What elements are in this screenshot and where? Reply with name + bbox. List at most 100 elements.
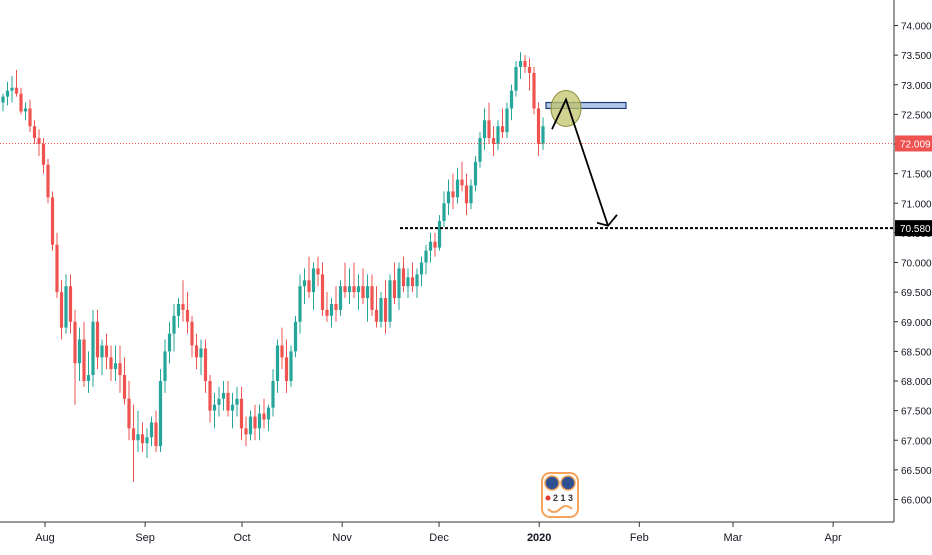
candle-body (523, 61, 527, 67)
watermark-swirl (547, 505, 573, 513)
candle-body (500, 126, 505, 133)
candle-body (199, 348, 203, 358)
candle-body (158, 381, 163, 447)
y-tick-label: 67.000 (901, 436, 932, 447)
candle-body (50, 197, 55, 245)
candle-body (203, 348, 208, 381)
arrow-path (551, 97, 609, 227)
candle-body (374, 309, 379, 322)
candle-body (361, 286, 365, 299)
y-axis: 74.00073.50073.00072.50072.00071.50071.0… (894, 22, 932, 507)
candle-body (329, 303, 334, 316)
candle-body (82, 339, 86, 381)
candle-body (280, 345, 284, 358)
candle-body (37, 138, 41, 144)
candle-body (316, 268, 320, 275)
candle-body (55, 244, 59, 293)
candle-body (442, 203, 446, 222)
candle-body (181, 303, 185, 310)
candle-body (464, 185, 469, 204)
candle-body (244, 428, 248, 435)
watermark-text: 2 1 3 (553, 493, 573, 503)
candle-body (100, 345, 104, 358)
x-tick-label: Aug (35, 532, 55, 544)
projection-arrow[interactable] (551, 97, 618, 227)
y-tick-label: 66.500 (901, 466, 932, 477)
candle-body (266, 407, 271, 420)
candle-body (262, 413, 266, 420)
candle-body (320, 274, 325, 310)
candle-body (86, 375, 91, 381)
y-tick-label: 74.000 (901, 22, 932, 33)
candle-body (491, 138, 496, 144)
candle-body (59, 292, 64, 328)
candle-body (122, 375, 127, 399)
candle-body (356, 286, 361, 293)
candle-body (334, 303, 338, 310)
x-tick-label: Sep (135, 532, 155, 544)
candle-body (14, 87, 19, 94)
candle-body (154, 422, 158, 447)
candle-body (212, 404, 217, 411)
candle-body (383, 298, 388, 322)
x-tick-label: Oct (233, 532, 250, 544)
candle-body (91, 321, 95, 376)
candle-body (167, 333, 172, 352)
x-tick-label: Dec (429, 532, 449, 544)
candle-body (271, 381, 275, 408)
candle-body (437, 221, 442, 248)
candle-body (370, 286, 374, 310)
candle-body (194, 345, 199, 358)
candle-body (28, 108, 32, 127)
candle-body (41, 144, 46, 165)
watermark-eye-left (544, 475, 560, 491)
candle-body (172, 315, 176, 334)
x-tick-label: 2020 (527, 532, 551, 544)
watermark-logo: 2 1 3 (541, 472, 579, 518)
candle-body (311, 268, 316, 293)
candle-body (284, 357, 289, 381)
candle-body (190, 321, 194, 346)
candle-body (388, 280, 392, 322)
candle-body (415, 274, 419, 287)
target-price-badge (895, 220, 932, 237)
candle-body (410, 277, 415, 287)
candle-body (221, 392, 226, 399)
x-tick-label: Feb (630, 532, 649, 544)
watermark-dot (545, 495, 551, 501)
last-price-label: 72.009 (900, 139, 931, 150)
candle-body (113, 363, 118, 370)
candle-body (302, 280, 307, 287)
candle-body (424, 250, 428, 263)
candle-body (509, 90, 514, 109)
candle-body (32, 126, 37, 139)
resistance-zone[interactable] (545, 101, 627, 110)
arrow-head (596, 214, 618, 227)
candle-body (23, 108, 28, 112)
target-price-label: 70.580 (900, 224, 931, 235)
x-tick-label: Apr (825, 532, 842, 544)
candle-body (140, 434, 145, 444)
candle-body (185, 309, 190, 322)
candle-body (527, 66, 532, 73)
watermark-frame (541, 472, 579, 518)
candle-body (487, 120, 491, 139)
candle-body (145, 437, 149, 444)
candle-body (73, 321, 77, 364)
x-tick-label: Nov (332, 532, 352, 544)
y-tick-label: 68.500 (901, 347, 932, 358)
candle-body (109, 357, 113, 370)
candle-body (451, 191, 455, 198)
candle-body (397, 268, 401, 299)
candle-body (446, 191, 451, 204)
candle-body (460, 179, 464, 186)
candle-body (347, 286, 352, 293)
candle-body (77, 339, 82, 364)
candle-body (46, 164, 50, 198)
candle-body (455, 179, 460, 198)
y-tick-label: 72.500 (901, 110, 932, 121)
candle-body (1, 96, 5, 103)
candle-body (428, 241, 433, 251)
